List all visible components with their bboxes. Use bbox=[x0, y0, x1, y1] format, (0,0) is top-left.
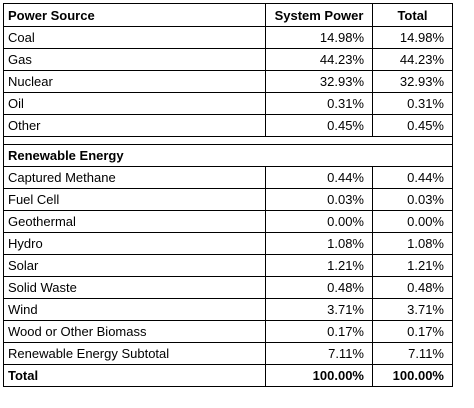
cell-value: 7.11% bbox=[372, 342, 453, 365]
section-title: Renewable Energy bbox=[3, 144, 453, 167]
row-label: Wind bbox=[3, 298, 266, 321]
row-label: Wood or Other Biomass bbox=[3, 320, 266, 343]
table-row: Power Source System Power Total bbox=[3, 3, 453, 27]
cell-value: 1.08% bbox=[265, 232, 373, 255]
cell-value: 0.17% bbox=[265, 320, 373, 343]
cell-value: 14.98% bbox=[372, 26, 453, 49]
cell-value: 100.00% bbox=[265, 364, 373, 387]
row-label: Total bbox=[3, 364, 266, 387]
row-label: Coal bbox=[3, 26, 266, 49]
cell-value: 0.00% bbox=[265, 210, 373, 233]
cell-value: 0.03% bbox=[265, 188, 373, 211]
cell-value: 7.11% bbox=[265, 342, 373, 365]
cell-value: 0.44% bbox=[265, 166, 373, 189]
table-row: Wind 3.71% 3.71% bbox=[3, 298, 453, 321]
row-label: Gas bbox=[3, 48, 266, 71]
table-body: Power Source System Power Total Coal 14.98% 1… bbox=[3, 3, 453, 387]
spacer-row bbox=[3, 136, 453, 145]
table-row: Coal 14.98% 14.98% bbox=[3, 26, 453, 49]
cell-value: 0.03% bbox=[372, 188, 453, 211]
cell-value: 0.48% bbox=[372, 276, 453, 299]
cell-value: 32.93% bbox=[372, 70, 453, 93]
table-row: Captured Methane 0.44% 0.44% bbox=[3, 166, 453, 189]
table-row: Nuclear 32.93% 32.93% bbox=[3, 70, 453, 93]
cell-value: 1.21% bbox=[265, 254, 373, 277]
row-label: Other bbox=[3, 114, 266, 137]
cell-value: 32.93% bbox=[265, 70, 373, 93]
power-table: Power Source System Power Total Coal 14.98% 1… bbox=[3, 3, 453, 387]
table-row: Other 0.45% 0.45% bbox=[3, 114, 453, 137]
row-label: Oil bbox=[3, 92, 266, 115]
table-row: Fuel Cell 0.03% 0.03% bbox=[3, 188, 453, 211]
cell-value: 0.17% bbox=[372, 320, 453, 343]
row-label: Power Source bbox=[3, 3, 266, 27]
table-row: Renewable Energy Subtotal 7.11% 7.11% bbox=[3, 342, 453, 365]
table-row: Solar 1.21% 1.21% bbox=[3, 254, 453, 277]
cell-value: Total bbox=[372, 3, 453, 27]
cell-value: 14.98% bbox=[265, 26, 373, 49]
table-row: Wood or Other Biomass 0.17% 0.17% bbox=[3, 320, 453, 343]
cell-value: 0.45% bbox=[265, 114, 373, 137]
cell-value: 1.21% bbox=[372, 254, 453, 277]
spacer-cell bbox=[3, 136, 453, 145]
table-row: Geothermal 0.00% 0.00% bbox=[3, 210, 453, 233]
cell-value: 44.23% bbox=[265, 48, 373, 71]
table-row: Solid Waste 0.48% 0.48% bbox=[3, 276, 453, 299]
cell-value: 100.00% bbox=[372, 364, 453, 387]
cell-value: 1.08% bbox=[372, 232, 453, 255]
table-row: Hydro 1.08% 1.08% bbox=[3, 232, 453, 255]
cell-value: 3.71% bbox=[265, 298, 373, 321]
row-label: Fuel Cell bbox=[3, 188, 266, 211]
row-label: Renewable Energy Subtotal bbox=[3, 342, 266, 365]
section-row: Renewable Energy bbox=[3, 144, 453, 167]
row-label: Solid Waste bbox=[3, 276, 266, 299]
row-label: Geothermal bbox=[3, 210, 266, 233]
cell-value: 3.71% bbox=[372, 298, 453, 321]
cell-value: System Power bbox=[265, 3, 373, 27]
cell-value: 0.31% bbox=[372, 92, 453, 115]
cell-value: 0.31% bbox=[265, 92, 373, 115]
cell-value: 0.45% bbox=[372, 114, 453, 137]
cell-value: 44.23% bbox=[372, 48, 453, 71]
row-label: Captured Methane bbox=[3, 166, 266, 189]
row-label: Solar bbox=[3, 254, 266, 277]
table-row: Oil 0.31% 0.31% bbox=[3, 92, 453, 115]
table-row: Total 100.00% 100.00% bbox=[3, 364, 453, 387]
row-label: Hydro bbox=[3, 232, 266, 255]
cell-value: 0.00% bbox=[372, 210, 453, 233]
table-row: Gas 44.23% 44.23% bbox=[3, 48, 453, 71]
row-label: Nuclear bbox=[3, 70, 266, 93]
cell-value: 0.44% bbox=[372, 166, 453, 189]
cell-value: 0.48% bbox=[265, 276, 373, 299]
